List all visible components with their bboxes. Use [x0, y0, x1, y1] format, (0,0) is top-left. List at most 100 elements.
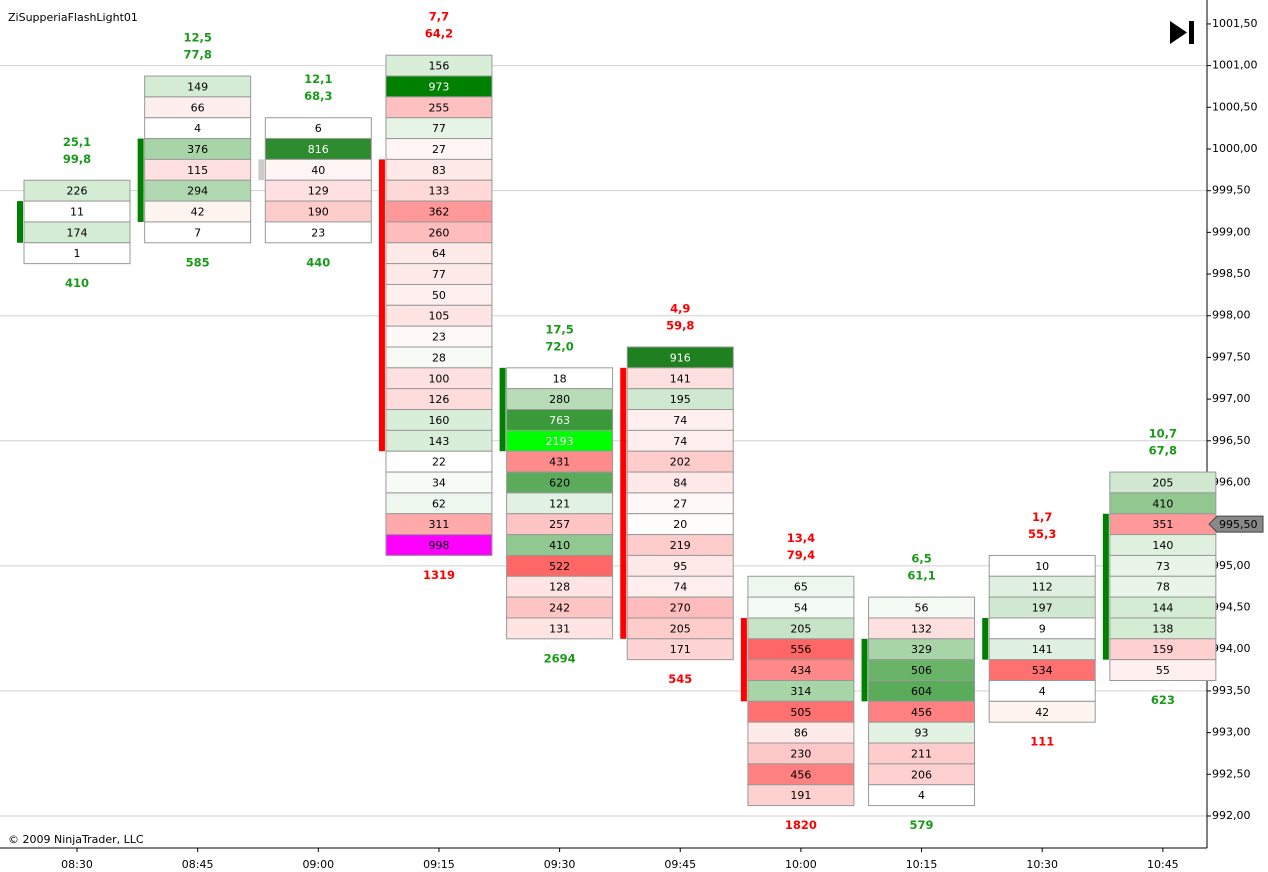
stat-label: 61,1	[907, 569, 935, 583]
x-tick-label: 10:45	[1147, 858, 1179, 871]
stat-label: 59,8	[666, 319, 694, 333]
x-tick-label: 09:30	[544, 858, 576, 871]
cell-label: 257	[549, 518, 570, 531]
cell-label: 77	[432, 268, 446, 281]
cell	[23, 242, 131, 265]
cell-label: 171	[670, 643, 691, 656]
cell-label: 206	[911, 768, 932, 781]
stat-label: 13,4	[787, 531, 815, 545]
cell-label: 156	[428, 60, 449, 73]
cell-label: 27	[432, 143, 446, 156]
y-tick-label: 995,00	[1212, 559, 1251, 572]
cell-label: 112	[1032, 581, 1053, 594]
cell-label: 219	[670, 539, 691, 552]
cell-label: 95	[673, 560, 687, 573]
cell-label: 916	[670, 351, 691, 364]
cell-label: 133	[428, 185, 449, 198]
cell-label: 86	[794, 727, 808, 740]
cell-label: 78	[1156, 581, 1170, 594]
y-tick-label: 1001,00	[1212, 59, 1258, 72]
cell-label: 40	[311, 164, 325, 177]
cell	[747, 784, 855, 807]
y-tick-label: 1000,00	[1212, 142, 1258, 155]
stat-label: 67,8	[1149, 444, 1177, 458]
cell-label: 34	[432, 476, 446, 489]
stat-label: 77,8	[183, 48, 211, 62]
stat-label: 99,8	[63, 152, 91, 166]
imbalance-marker	[1102, 513, 1109, 660]
cell-label: 129	[308, 185, 329, 198]
cell-label: 143	[428, 435, 449, 448]
x-tick-label: 08:45	[182, 858, 214, 871]
cell-label: 205	[790, 622, 811, 635]
imbalance-marker	[378, 159, 385, 452]
cell-label: 314	[790, 685, 811, 698]
last-price-marker	[1208, 515, 1264, 533]
x-tick-label: 09:15	[423, 858, 455, 871]
cell-label: 456	[911, 706, 932, 719]
stat-label: 7,7	[429, 10, 449, 24]
cell-label: 77	[432, 122, 446, 135]
cell-label: 42	[1035, 706, 1049, 719]
y-tick-label: 998,50	[1212, 267, 1251, 280]
x-tick-label: 10:15	[906, 858, 938, 871]
cell-label: 311	[428, 518, 449, 531]
cell-label: 55	[1156, 664, 1170, 677]
skip-icon[interactable]	[1170, 21, 1194, 44]
y-tick-label: 992,00	[1212, 809, 1251, 822]
cell-label: 260	[428, 226, 449, 239]
imbalance-marker	[17, 201, 23, 243]
cell-label: 4	[918, 789, 925, 802]
cell-label: 294	[187, 185, 208, 198]
play-icon[interactable]	[1170, 21, 1187, 44]
stat-label: 10,7	[1149, 427, 1177, 441]
cell-label: 280	[549, 393, 570, 406]
cell-label: 410	[549, 539, 570, 552]
cell-label: 128	[549, 581, 570, 594]
cell-label: 64	[432, 247, 446, 260]
x-tick-label: 08:30	[61, 858, 93, 871]
cell-label: 27	[673, 497, 687, 510]
cell-label: 126	[428, 393, 449, 406]
cell-label: 1	[74, 247, 81, 260]
cell-label: 141	[1032, 643, 1053, 656]
cell-label: 121	[549, 497, 570, 510]
cell-label: 149	[187, 80, 208, 93]
cell	[626, 638, 734, 661]
cell-label: 84	[673, 476, 687, 489]
y-tick-label: 994,50	[1212, 601, 1251, 614]
cell-label: 431	[549, 456, 570, 469]
cell-label: 54	[794, 602, 808, 615]
cell-label: 191	[790, 789, 811, 802]
x-tick-label: 10:30	[1026, 858, 1058, 871]
cell-label: 434	[790, 664, 811, 677]
total-label: 585	[186, 255, 210, 269]
copyright: © 2009 NinjaTrader, LLC	[8, 833, 144, 846]
cell-label: 22	[432, 456, 446, 469]
cell-label: 50	[432, 289, 446, 302]
y-tick-label: 993,00	[1212, 726, 1251, 739]
cell-label: 973	[428, 80, 449, 93]
cell-label: 11	[70, 206, 84, 219]
y-tick-label: 997,00	[1212, 392, 1251, 405]
imbalance-marker	[740, 617, 747, 702]
stat-label: 25,1	[63, 135, 91, 149]
stat-label: 17,5	[545, 322, 573, 336]
cell-label: 410	[1152, 497, 1173, 510]
total-label: 1319	[423, 568, 455, 582]
cell-label: 9	[1039, 622, 1046, 635]
cell-label: 73	[1156, 560, 1170, 573]
cell-label: 74	[673, 581, 687, 594]
cell-label: 998	[428, 539, 449, 552]
cell-label: 66	[191, 101, 205, 114]
cell-label: 205	[1152, 476, 1173, 489]
cell-label: 105	[428, 310, 449, 323]
cell-label: 620	[549, 476, 570, 489]
total-label: 1820	[785, 818, 817, 832]
bar-icon[interactable]	[1189, 21, 1194, 44]
cell-label: 93	[915, 727, 929, 740]
cell-label: 534	[1032, 664, 1053, 677]
chart-title: ZiSupperiaFlashLight01	[8, 11, 138, 24]
cell-label: 160	[428, 414, 449, 427]
cell-label: 351	[1152, 518, 1173, 531]
